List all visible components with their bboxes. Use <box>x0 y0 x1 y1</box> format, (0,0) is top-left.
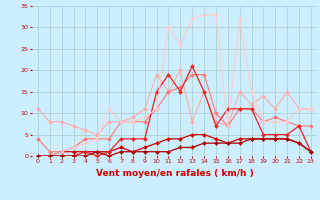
X-axis label: Vent moyen/en rafales ( km/h ): Vent moyen/en rafales ( km/h ) <box>96 169 253 178</box>
